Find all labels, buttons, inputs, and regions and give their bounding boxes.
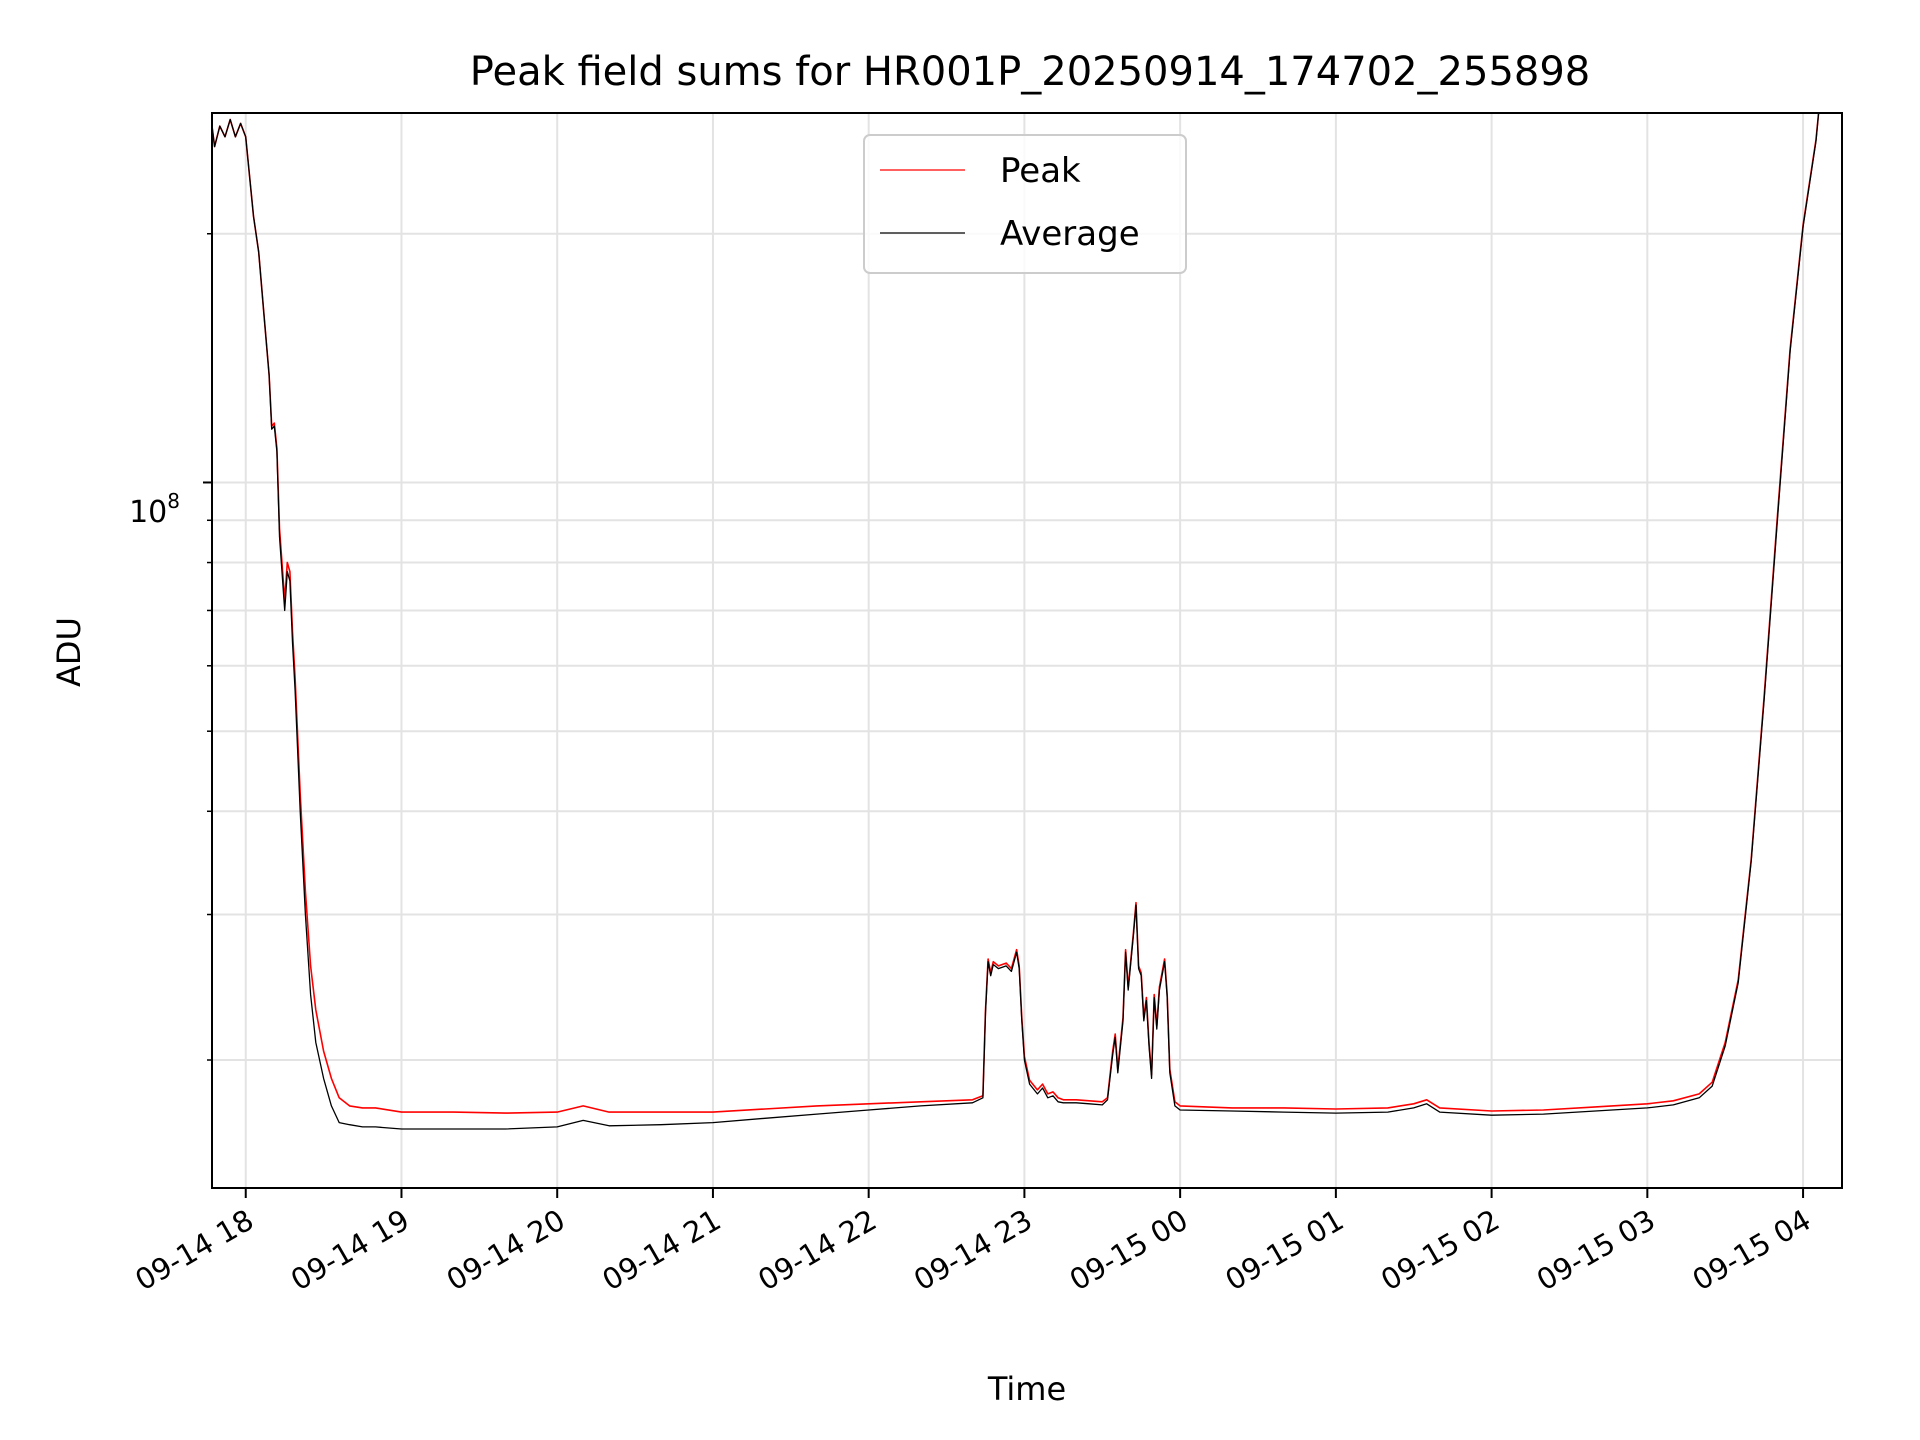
series-group: [211, 112, 1820, 1130]
y-axis-label: ADU: [50, 617, 88, 687]
plot-frame: [211, 112, 1843, 1189]
legend: Peak Average: [863, 134, 1187, 274]
legend-label-average: Average: [1000, 214, 1140, 254]
x-axis-label: Time: [987, 1370, 1066, 1408]
y-axis: 108: [129, 232, 212, 1061]
chart-title: Peak field sums for HR001P_20250914_1747…: [470, 49, 1590, 95]
y-tick-base: 10: [129, 495, 167, 530]
legend-label-peak: Peak: [1000, 151, 1081, 191]
y-tick-label: 108: [129, 489, 180, 530]
y-tick-exponent: 8: [167, 489, 180, 513]
series-line-average: [211, 112, 1820, 1130]
